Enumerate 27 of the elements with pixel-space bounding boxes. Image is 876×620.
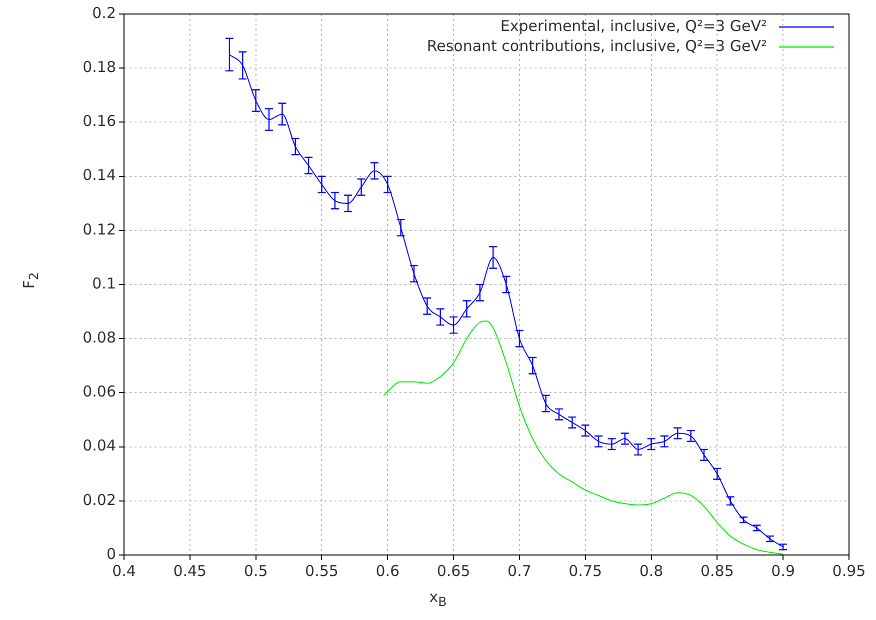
x-tick-label: 0.9 [771, 562, 796, 580]
y-tick-label: 0.14 [82, 166, 116, 184]
x-tick-label: 0.5 [244, 562, 268, 580]
x-tick-label: 0.55 [305, 562, 338, 580]
x-tick-label: 0.7 [508, 562, 532, 580]
x-tick-label: 0.65 [436, 562, 470, 580]
y-tick-label: 0.06 [82, 382, 116, 401]
x-tick-label: 0.45 [173, 562, 207, 580]
y-tick-label: 0.12 [82, 220, 116, 238]
x-axis-title: x$_{B}$ [428, 588, 448, 609]
y-tick-label: 0.2 [92, 4, 116, 22]
legend-label: Resonant contributions, inclusive, Q²=3 GeV² [426, 36, 767, 55]
x-tick-label: 0.4 [112, 562, 136, 580]
y-tick-label: 0.16 [82, 112, 116, 130]
y-tick-label: 0.04 [82, 436, 116, 455]
line-series [383, 320, 784, 555]
x-tick-label: 0.8 [639, 562, 664, 580]
x-tick-label: 0.85 [700, 562, 734, 580]
x-tick-label: 0.75 [568, 562, 602, 580]
y-tick-label: 0.1 [92, 274, 116, 292]
x-tick-label: 0.95 [832, 562, 866, 580]
legend-label: Experimental, inclusive, Q²=3 GeV² [500, 16, 767, 35]
y-tick-label: 0.18 [82, 58, 116, 76]
y-tick-label: 0.02 [82, 490, 116, 509]
y-tick-label: 0 [106, 544, 116, 563]
y-tick-label: 0.08 [82, 328, 116, 346]
x-tick-label: 0.6 [376, 562, 400, 580]
